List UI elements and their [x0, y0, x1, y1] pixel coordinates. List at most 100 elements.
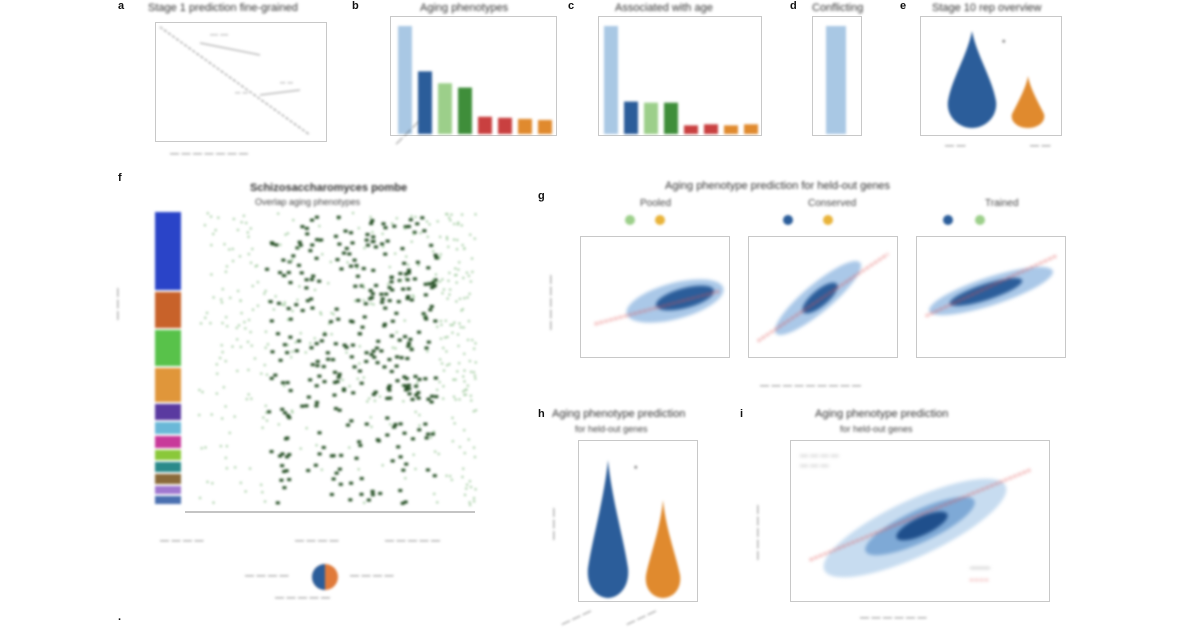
heatmap-mark	[468, 439, 470, 441]
heatmap-mark	[455, 399, 457, 401]
heatmap-mark	[445, 350, 447, 352]
heatmap-mark	[443, 370, 445, 372]
heatmap-mark	[383, 253, 387, 256]
heatmap-mark	[273, 374, 277, 377]
heatmap-mark	[394, 423, 398, 426]
heatmap-mark	[376, 340, 380, 343]
heatmap-mark	[473, 500, 475, 502]
heatmap-mark	[446, 238, 448, 240]
heatmap-mark	[426, 398, 430, 401]
bar-7	[744, 124, 758, 134]
heatmap-mark	[207, 212, 209, 214]
heatmap-mark	[451, 332, 453, 334]
heatmap-mark	[403, 335, 407, 338]
heatmap-mark	[461, 214, 463, 216]
heatmap-mark	[452, 417, 454, 419]
heatmap-mark	[240, 482, 242, 484]
heatmap-mark	[337, 216, 341, 219]
heatmap-mark	[315, 216, 319, 219]
heatmap-mark	[238, 324, 240, 326]
heatmap-mark	[462, 277, 464, 279]
panel-g-sub1: Pooled	[640, 198, 671, 209]
heatmap-mark	[323, 380, 327, 383]
heatmap-mark	[304, 404, 308, 407]
heatmap-mark	[274, 243, 278, 246]
svg-text:*: *	[634, 464, 638, 474]
heatmap-mark	[372, 393, 376, 396]
heatmap-mark	[365, 423, 369, 426]
panel-letter-c: c	[568, 0, 574, 12]
heatmap-mark	[390, 334, 394, 337]
heatmap-mark	[295, 349, 299, 352]
heatmap-mark	[332, 454, 336, 457]
heatmap-mark	[281, 381, 285, 384]
heatmap-mark	[440, 338, 442, 340]
bar-5	[704, 124, 718, 134]
bar-3	[664, 103, 678, 134]
heatmap-mark	[431, 433, 435, 436]
heatmap-mark	[359, 345, 361, 347]
heatmap-mark	[400, 247, 404, 250]
heatmap-mark	[466, 484, 468, 486]
heatmap-mark	[311, 275, 315, 278]
heatmap-mark	[273, 308, 275, 310]
heatmap-mark	[333, 394, 337, 397]
row-block-10	[155, 486, 181, 494]
heatmap-mark	[225, 457, 227, 459]
heatmap-mark	[369, 222, 373, 225]
heatmap-mark	[284, 301, 286, 303]
heatmap-mark	[382, 222, 386, 225]
heatmap-mark	[284, 304, 286, 306]
heatmap-mark	[439, 236, 441, 238]
heatmap-mark	[370, 296, 374, 299]
heatmap-mark	[232, 260, 234, 262]
heatmap-mark	[239, 255, 241, 257]
heatmap-mark	[237, 290, 239, 292]
heatmap-mark	[470, 281, 472, 283]
heatmap-mark	[225, 405, 227, 407]
heatmap-mark	[295, 341, 297, 343]
heatmap-mark	[319, 238, 323, 241]
heatmap-mark	[445, 320, 447, 322]
heatmap-mark	[289, 260, 291, 262]
heatmap-mark	[411, 241, 413, 243]
heatmap-mark	[210, 274, 212, 276]
heatmap-mark	[475, 361, 477, 363]
heatmap-mark	[469, 501, 471, 503]
heatmap-mark	[461, 476, 463, 478]
heatmap-mark	[433, 320, 437, 323]
panel-g-legend	[580, 210, 1140, 230]
heatmap-mark	[452, 324, 454, 326]
heatmap-mark	[265, 412, 267, 414]
panel-c-title: Associated with age	[615, 2, 713, 14]
heatmap-mark	[473, 447, 475, 449]
heatmap-mark	[441, 292, 443, 294]
heatmap-mark	[424, 293, 428, 296]
heatmap-mark	[449, 219, 451, 221]
heatmap-mark	[342, 379, 344, 381]
heatmap-mark	[474, 456, 476, 458]
heatmap-mark	[435, 256, 439, 259]
heatmap-mark	[402, 262, 406, 265]
heatmap-mark	[474, 238, 476, 240]
heatmap-mark	[461, 224, 463, 226]
heatmap-mark	[237, 229, 239, 231]
heatmap-mark	[436, 501, 438, 503]
heatmap-mark	[398, 489, 402, 492]
heatmap-mark	[323, 333, 327, 336]
heatmap-mark	[457, 333, 459, 335]
heatmap-mark	[449, 289, 451, 291]
heatmap-mark	[372, 356, 376, 359]
heatmap-mark	[360, 477, 364, 480]
heatmap-mark	[248, 236, 250, 238]
heatmap-mark	[226, 265, 228, 267]
heatmap-mark	[204, 224, 206, 226]
heatmap-mark	[332, 478, 336, 481]
heatmap-mark	[226, 445, 228, 447]
heatmap-mark	[415, 222, 419, 225]
heatmap-mark	[419, 425, 421, 427]
heatmap-mark	[225, 316, 227, 318]
heatmap-mark	[438, 453, 440, 455]
heatmap-mark	[469, 480, 471, 482]
bar-6	[724, 125, 738, 134]
